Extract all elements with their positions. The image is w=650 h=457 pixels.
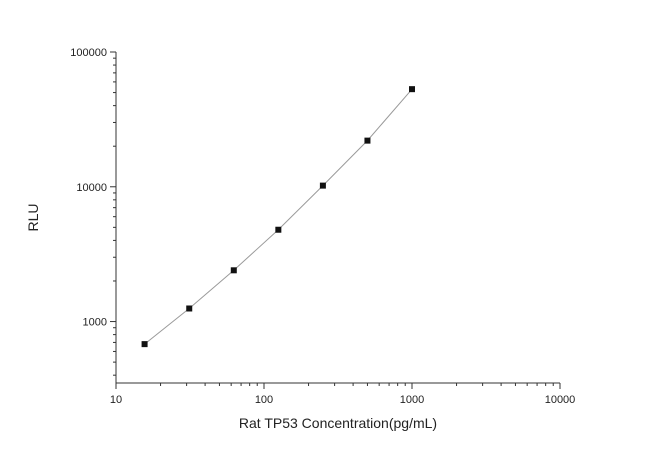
y-axis-ticks: 1000 10000 100000: [70, 47, 116, 376]
data-point: [141, 341, 148, 348]
y-tick-label: 100000: [70, 47, 107, 59]
data-point: [230, 267, 237, 274]
data-points: [141, 86, 415, 348]
data-point: [319, 182, 326, 189]
fit-curve: [144, 88, 413, 345]
y-tick-label: 10000: [76, 182, 107, 194]
x-axis-ticks: 10 100 1000 10000: [110, 383, 575, 406]
data-point: [275, 226, 282, 233]
y-tick-label: 1000: [83, 317, 107, 329]
data-point: [364, 137, 371, 144]
x-tick-label: 1000: [400, 394, 424, 406]
x-axis-title: Rat TP53 Concentration(pg/mL): [239, 415, 437, 431]
data-point: [186, 305, 193, 312]
y-axis-title: RLU: [25, 203, 41, 231]
x-tick-label: 10: [110, 394, 122, 406]
axes: [115, 52, 560, 384]
x-tick-label: 10000: [545, 394, 576, 406]
x-tick-label: 100: [255, 394, 273, 406]
data-point: [409, 86, 415, 93]
